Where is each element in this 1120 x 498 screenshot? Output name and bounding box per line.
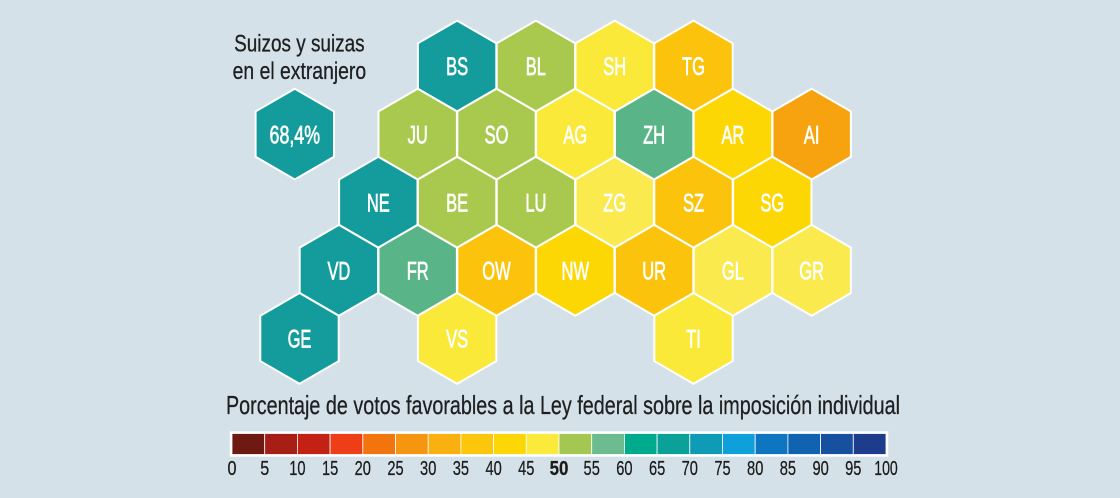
- svg-text:SG: SG: [760, 189, 784, 217]
- svg-text:BS: BS: [446, 53, 468, 81]
- svg-text:90: 90: [812, 458, 828, 480]
- svg-text:TG: TG: [682, 53, 705, 81]
- svg-text:TI: TI: [686, 326, 701, 354]
- svg-text:30: 30: [420, 458, 436, 480]
- svg-text:SO: SO: [485, 121, 509, 149]
- svg-text:75: 75: [714, 458, 730, 480]
- svg-text:LU: LU: [525, 189, 546, 217]
- svg-text:50: 50: [550, 458, 569, 480]
- svg-text:68,4%: 68,4%: [270, 121, 321, 149]
- svg-text:en el extranjero: en el extranjero: [233, 58, 367, 85]
- svg-text:5: 5: [260, 458, 269, 480]
- svg-text:OW: OW: [482, 258, 511, 286]
- svg-text:100: 100: [874, 458, 898, 480]
- svg-text:20: 20: [355, 458, 371, 480]
- svg-text:BE: BE: [446, 189, 468, 217]
- svg-text:BL: BL: [526, 53, 546, 81]
- svg-text:AI: AI: [804, 121, 820, 149]
- svg-text:55: 55: [584, 458, 600, 480]
- svg-text:ZG: ZG: [603, 189, 626, 217]
- svg-text:85: 85: [780, 458, 796, 480]
- svg-text:FR: FR: [407, 258, 429, 286]
- svg-text:95: 95: [845, 458, 861, 480]
- svg-text:GE: GE: [288, 326, 312, 354]
- svg-text:GR: GR: [799, 258, 824, 286]
- svg-text:GL: GL: [722, 258, 744, 286]
- svg-text:VD: VD: [327, 258, 350, 286]
- svg-text:AR: AR: [721, 121, 744, 149]
- svg-text:15: 15: [322, 458, 338, 480]
- svg-text:80: 80: [747, 458, 763, 480]
- svg-text:SZ: SZ: [683, 189, 704, 217]
- svg-text:SH: SH: [603, 53, 626, 81]
- svg-text:60: 60: [616, 458, 632, 480]
- svg-text:65: 65: [649, 458, 665, 480]
- svg-text:35: 35: [453, 458, 469, 480]
- svg-text:10: 10: [289, 458, 305, 480]
- svg-text:45: 45: [518, 458, 534, 480]
- svg-text:VS: VS: [446, 326, 468, 354]
- svg-text:0: 0: [228, 458, 237, 480]
- svg-text:Suizos y suizas: Suizos y suizas: [234, 31, 365, 58]
- svg-text:UR: UR: [642, 258, 666, 286]
- svg-text:25: 25: [387, 458, 403, 480]
- svg-text:70: 70: [682, 458, 698, 480]
- svg-text:ZH: ZH: [643, 121, 665, 149]
- svg-text:Porcentaje de votos favorables: Porcentaje de votos favorables a la Ley …: [226, 390, 900, 420]
- svg-text:JU: JU: [408, 121, 428, 149]
- svg-text:NE: NE: [367, 189, 390, 217]
- svg-text:NW: NW: [562, 258, 590, 286]
- svg-text:40: 40: [485, 458, 501, 480]
- svg-text:AG: AG: [563, 121, 587, 149]
